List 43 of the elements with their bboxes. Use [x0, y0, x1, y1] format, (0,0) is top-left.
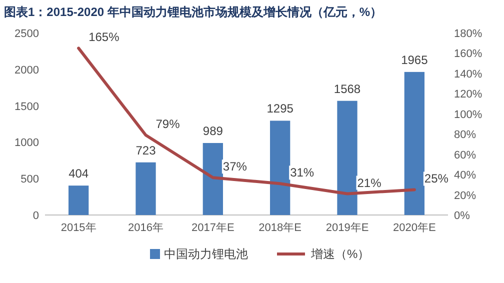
y2-tick-label: 0%	[454, 210, 470, 222]
bar	[270, 120, 290, 215]
y2-tick-label: 180%	[454, 28, 482, 40]
y-tick-label: 2000	[14, 64, 39, 76]
y2-tick-label: 20%	[454, 190, 476, 202]
y2-tick-label: 160%	[454, 48, 482, 60]
y-tick-label: 500	[20, 174, 39, 186]
bar	[337, 100, 358, 215]
legend-label: 中国动力锂电池	[164, 247, 248, 261]
data-label: 21%	[357, 176, 382, 190]
x-tick-label: 2016年	[128, 222, 164, 234]
bar	[404, 72, 424, 215]
y2-tick-label: 120%	[454, 88, 482, 101]
data-label: 37%	[222, 160, 248, 174]
data-label: 31%	[290, 166, 314, 180]
x-tick-label: 2019年E	[326, 222, 369, 234]
y2-tick-label: 40%	[454, 170, 476, 182]
x-tick-label: 2018年E	[258, 222, 302, 234]
data-label: 25%	[424, 172, 449, 186]
y-tick-label: 0	[32, 210, 39, 222]
chart-title: 图表1：2015-2020 年中国动力锂电池市场规模及增长情况（亿元，%）	[4, 5, 382, 19]
data-label: 1568	[334, 82, 361, 96]
data-label: 79%	[156, 117, 180, 132]
bar	[68, 186, 89, 215]
y-tick-label: 2500	[14, 28, 39, 40]
data-label: 165%	[88, 30, 120, 44]
bar	[136, 162, 156, 215]
x-tick-label: 2015年	[60, 222, 96, 234]
data-label: 989	[202, 124, 224, 138]
y-tick-label: 1500	[14, 100, 39, 113]
y2-tick-label: 100%	[454, 108, 482, 121]
y2-tick-label: 140%	[454, 68, 482, 80]
x-tick-label: 2020年E	[393, 222, 436, 234]
y2-tick-label: 80%	[454, 129, 476, 142]
bar	[202, 143, 223, 215]
y-tick-label: 1000	[14, 137, 39, 150]
legend-label: 增速（%）	[310, 247, 370, 261]
y2-tick-label: 60%	[454, 149, 476, 162]
data-label: 1965	[401, 52, 428, 67]
data-label: 404	[68, 166, 89, 181]
data-label: 1295	[266, 102, 294, 116]
x-tick-label: 2017年E	[192, 222, 234, 234]
data-label: 723	[136, 143, 156, 158]
